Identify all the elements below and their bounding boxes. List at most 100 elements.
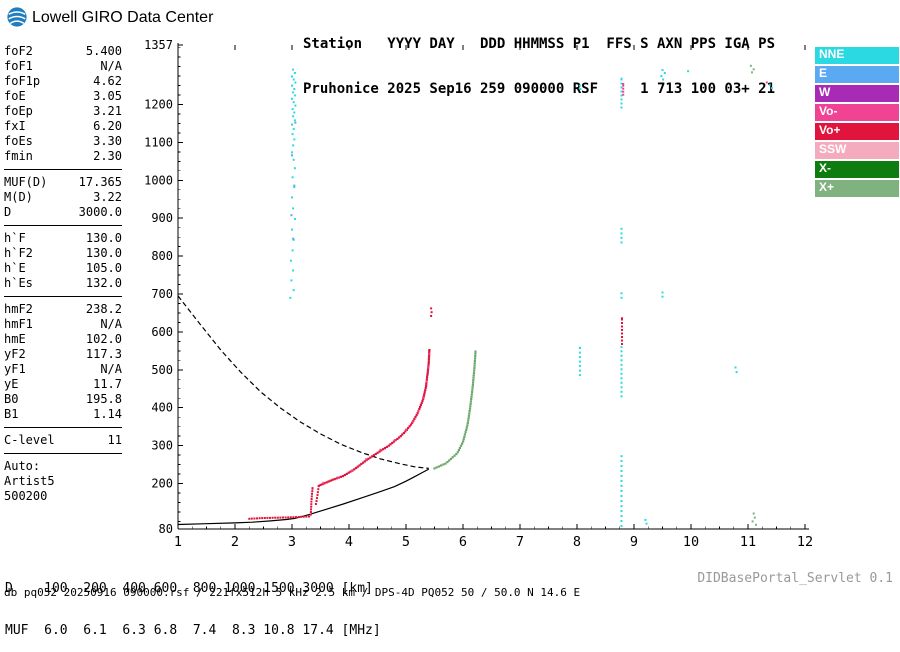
svg-text:12: 12	[797, 534, 813, 550]
svg-text:8: 8	[573, 534, 581, 550]
series-noise-8-8mhz-red	[621, 317, 623, 345]
panel-separator	[4, 169, 122, 170]
series-noise-8-8mhz-top	[620, 77, 623, 109]
param-row-foe: foE 3.05	[4, 89, 122, 104]
legend-item-xplus: X+	[815, 180, 899, 197]
param-label: D	[4, 205, 12, 219]
series-noise-misc-cyan	[687, 70, 773, 374]
param-label: hmF2	[4, 302, 33, 316]
param-label: M(D)	[4, 190, 33, 204]
param-label: hmF1	[4, 317, 33, 331]
param-label: Artist5	[4, 474, 55, 488]
series-noise-8mhz	[578, 346, 581, 377]
lowell-logo	[7, 7, 27, 27]
svg-text:80: 80	[159, 522, 173, 536]
d-row: D 100 200 400 600 800 1000 1500 3000 [km…	[5, 581, 373, 596]
svg-text:6: 6	[459, 534, 467, 550]
svg-text:7: 7	[516, 534, 524, 550]
param-row-hmf1: hmF1 N/A	[4, 317, 122, 332]
svg-text:1000: 1000	[144, 173, 173, 187]
param-row-fmin: fmin 2.30	[4, 149, 122, 164]
param-value: 117.3	[85, 347, 122, 361]
param-row-fof1p: foF1p 4.62	[4, 74, 122, 89]
svg-text:9: 9	[630, 534, 638, 550]
param-label: h`E	[4, 261, 26, 275]
param-row-artist5: Artist5	[4, 474, 122, 489]
panel-separator	[4, 427, 122, 428]
legend-item-w: W	[815, 85, 899, 102]
y-axis: 80 200 300 400 500 600 700 800 900 1000 1100 1200 13…	[144, 38, 183, 536]
param-row-hf: h`F 130.0	[4, 231, 122, 246]
brand-title: Lowell GIRO Data Center	[32, 9, 214, 26]
panel-separator	[4, 296, 122, 297]
param-row-hf2: h`F2 130.0	[4, 246, 122, 261]
series-noise-3mhz	[289, 68, 297, 299]
svg-text:500: 500	[151, 363, 173, 377]
param-label: yF1	[4, 362, 26, 376]
legend-item-vominus: Vo-	[815, 104, 899, 121]
status-line: db pq052 20250916 090000.rsf / 221fx512h…	[4, 586, 581, 599]
param-label: hmE	[4, 332, 26, 346]
svg-text:700: 700	[151, 287, 173, 301]
param-row-foep: foEp 3.21	[4, 104, 122, 119]
param-value: 5.400	[85, 44, 122, 58]
svg-text:800: 800	[151, 249, 173, 263]
param-label: Auto:	[4, 459, 41, 473]
param-label: h`Es	[4, 276, 33, 290]
svg-text:3: 3	[288, 534, 296, 550]
series-echo-second-reflection	[430, 307, 433, 317]
svg-text:200: 200	[151, 477, 173, 491]
param-row-he: h`E 105.0	[4, 261, 122, 276]
param-label: fmin	[4, 149, 33, 163]
param-row-ye: yE 11.7	[4, 377, 122, 392]
series-noise-misc-pink	[765, 81, 768, 84]
svg-text:10: 10	[683, 534, 699, 550]
servlet-version: DIDBasePortal_Servlet 0.1	[697, 571, 893, 586]
series-es-cusp-2	[314, 484, 320, 505]
series-f-trace-o	[319, 349, 431, 487]
series-noise-11mhz-green	[749, 64, 757, 526]
param-value: 3.30	[93, 134, 122, 148]
series-noise-9-5mhz	[644, 69, 666, 525]
param-label: foF1p	[4, 74, 41, 88]
series-noise-3mhz-blue	[290, 121, 297, 240]
parameter-panel: foF2 5.400 foF1 N/A foF1p 4.62 foE 3.05 foEp 3.21…	[4, 44, 122, 504]
series-noise-8-8mhz-mid	[620, 227, 623, 299]
param-row-b0: B0 195.8	[4, 392, 122, 407]
svg-text:300: 300	[151, 439, 173, 453]
param-label: C-level	[4, 433, 55, 447]
param-label: fxI	[4, 119, 26, 133]
param-value: 130.0	[85, 246, 122, 260]
svg-text:400: 400	[151, 401, 173, 415]
param-row-hes: h`Es 132.0	[4, 276, 122, 291]
profile-true-height-profile	[177, 468, 430, 526]
param-row-hmf2: hmF2 238.2	[4, 302, 122, 317]
param-row-fxi: fxI 6.20	[4, 119, 122, 134]
svg-text:900: 900	[151, 211, 173, 225]
param-value: 11	[107, 433, 122, 447]
panel-separator	[4, 225, 122, 226]
param-value: 6.20	[93, 119, 122, 133]
series-noise-8mhz-top	[578, 84, 582, 90]
profile-topside-extrapolation	[177, 295, 429, 469]
param-value: 3.22	[93, 190, 122, 204]
param-value: 102.0	[85, 332, 122, 346]
param-row-d: D 3000.0	[4, 205, 122, 220]
direction-legend: NNE E W Vo- Vo+ SSW X- X+	[815, 47, 899, 199]
series-f-trace-doppler-neg	[322, 352, 431, 484]
param-value: 4.62	[93, 74, 122, 88]
param-row-fof2: foF2 5.400	[4, 44, 122, 59]
svg-text:1100: 1100	[144, 135, 173, 149]
svg-text:600: 600	[151, 325, 173, 339]
svg-text:1357: 1357	[144, 38, 173, 52]
param-row-md: M(D) 3.22	[4, 190, 122, 205]
dmuf-table: D 100 200 400 600 800 1000 1500 3000 [km…	[5, 554, 381, 652]
param-row-auto: Auto:	[4, 459, 122, 474]
x-axis: 1 2 3 4 5 6 7 8 9 10 11 12	[174, 45, 813, 550]
param-label: foF1	[4, 59, 33, 73]
ionogram-plot: 80 200 300 400 500 600 700 800 900 1000 1100 1200 13…	[144, 38, 813, 550]
svg-text:1200: 1200	[144, 98, 173, 112]
param-label: h`F2	[4, 246, 33, 260]
param-row-b1: B1 1.14	[4, 407, 122, 422]
legend-item-ssw: SSW	[815, 142, 899, 159]
